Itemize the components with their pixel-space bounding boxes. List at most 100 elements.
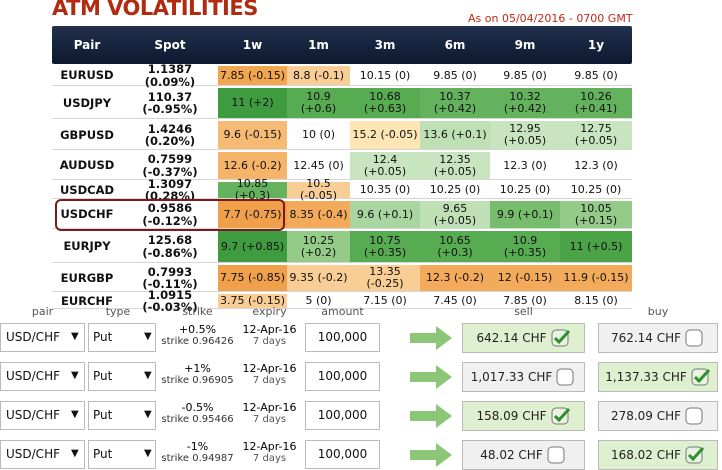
column-header: Pair (73, 37, 101, 52)
vol-cell: 12.6 (-0.2) (218, 152, 287, 180)
vol-cell: 11.9 (-0.15) (560, 265, 632, 292)
sell-price-button[interactable]: 48.02 CHF (462, 440, 585, 470)
vol-cell: 9.85 (0) (490, 66, 560, 86)
checkbox-checked[interactable] (685, 446, 705, 464)
vol-cell: 13.35 (-0.25) (350, 265, 420, 292)
table-header-bar (52, 26, 632, 64)
vol-cell: 7.85 (0) (490, 294, 560, 309)
dropdown-arrow: ▼ (144, 331, 152, 342)
vol-cell: 10.05 (+0.15) (560, 201, 632, 229)
type-value: Put (93, 369, 113, 383)
amount-input[interactable]: 100,000 (305, 401, 380, 430)
vol-cell: 11 (+0.5) (560, 231, 632, 263)
buy-price-button[interactable]: 168.02 CHF (598, 440, 718, 470)
pair-select[interactable]: USD/CHF ▼ (0, 362, 85, 391)
vol-cell: 15.2 (-0.05) (350, 121, 420, 150)
pair-cell: USDCAD (52, 182, 122, 199)
pair-cell: EURJPY (52, 231, 122, 263)
checkbox-checked[interactable] (551, 407, 571, 425)
pair-value: USD/CHF (6, 408, 60, 422)
strike-offset: -0.5% (181, 401, 214, 414)
vol-cell: 10.9 (+0.35) (490, 231, 560, 263)
checkbox[interactable] (547, 446, 567, 464)
spot-cell: 125.68 (-0.86%) (122, 231, 218, 263)
vol-cell: 11 (+2) (218, 88, 287, 119)
amount-input[interactable]: 100,000 (305, 440, 380, 469)
vol-cell: 9.65 (+0.05) (420, 201, 490, 229)
checkbox[interactable] (685, 329, 705, 347)
vol-cell: 10.26 (+0.41) (560, 88, 632, 119)
vol-cell: 10 (0) (287, 121, 350, 150)
vol-cell: 10.68 (+0.63) (350, 88, 420, 119)
buy-price-button[interactable]: 1,137.33 CHF (598, 362, 718, 392)
pair-cell: EURUSD (52, 66, 122, 86)
vol-cell: 9.85 (0) (420, 66, 490, 86)
type-select[interactable]: Put ▼ (88, 362, 156, 391)
vol-cell: 10.75 (+0.35) (350, 231, 420, 263)
pair-value: USD/CHF (6, 369, 60, 383)
type-select[interactable]: Put ▼ (88, 323, 156, 352)
spot-cell: 1.1387 (0.09%) (122, 63, 218, 88)
spot-cell: 1.4246 (0.20%) (122, 121, 218, 150)
spot-cell: 0.7599 (-0.37%) (122, 152, 218, 180)
vol-cell: 10.9 (+0.6) (287, 88, 350, 119)
pair-select[interactable]: USD/CHF ▼ (0, 440, 85, 469)
strike-offset: -1% (186, 440, 209, 453)
buy-price-button[interactable]: 762.14 CHF (598, 323, 718, 353)
checkbox[interactable] (685, 407, 705, 425)
vol-cell: 10.35 (0) (350, 182, 420, 199)
form-column-header: sell (514, 305, 533, 318)
vol-cell: 5 (0) (287, 294, 350, 309)
spot-cell: 1.3097 (0.28%) (122, 178, 218, 202)
vol-cell: 10.32 (+0.42) (490, 88, 560, 119)
amount-input[interactable]: 100,000 (305, 362, 380, 391)
vol-cell: 10.25 (0) (560, 182, 632, 199)
buy-price-button[interactable]: 278.09 CHF (598, 401, 718, 431)
vol-cell: 9.9 (+0.1) (490, 201, 560, 229)
checkbox[interactable] (556, 368, 576, 386)
column-header: 9m (514, 37, 536, 52)
checkbox-checked[interactable] (691, 368, 711, 386)
pair-select[interactable]: USD/CHF ▼ (0, 323, 85, 352)
strike-rate: strike 0.94987 (161, 453, 234, 464)
vol-cell: 9.85 (0) (560, 66, 632, 86)
vol-cell: 7.15 (0) (350, 294, 420, 309)
dropdown-arrow: ▼ (144, 370, 152, 381)
vol-cell: 9.6 (+0.1) (350, 201, 420, 229)
sell-price: 642.14 CHF (476, 330, 547, 345)
strike-rate: strike 0.96905 (161, 375, 234, 386)
arrow-icon (410, 365, 452, 389)
type-select[interactable]: Put ▼ (88, 401, 156, 430)
vol-cell: 8.35 (-0.4) (287, 201, 350, 229)
pair-cell: EURGBP (52, 265, 122, 292)
vol-cell: 10.85 (+0.3) (218, 178, 287, 201)
tenor: 7 days (252, 453, 287, 464)
vol-cell: 12.45 (0) (287, 152, 350, 180)
form-column-header: pair (31, 305, 54, 318)
vol-cell: 9.35 (-0.2) (287, 265, 350, 292)
sell-price-button[interactable]: 642.14 CHF (462, 323, 585, 353)
arrow-icon (410, 326, 452, 350)
buy-price: 1,137.33 CHF (605, 369, 687, 384)
sell-price-button[interactable]: 158.09 CHF (462, 401, 585, 431)
type-select[interactable]: Put ▼ (88, 440, 156, 469)
checkbox-checked[interactable] (551, 329, 571, 347)
sell-price: 1,017.33 CHF (470, 369, 553, 384)
spot-cell: 0.7993 (-0.11%) (122, 265, 218, 292)
vol-cell: 12 (-0.15) (490, 265, 560, 292)
column-header: 3m (374, 37, 396, 52)
vol-cell: 10.65 (+0.3) (420, 231, 490, 263)
column-header: 1w (242, 37, 263, 52)
selected-row-outline (55, 199, 285, 231)
pair-value: USD/CHF (6, 330, 60, 344)
form-column-header: strike (182, 305, 213, 318)
sell-price-button[interactable]: 1,017.33 CHF (462, 362, 585, 392)
amount-input[interactable]: 100,000 (305, 323, 380, 352)
vol-cell: 10.37 (+0.42) (420, 88, 490, 119)
pair-select[interactable]: USD/CHF ▼ (0, 401, 85, 430)
vol-cell: 12.3 (0) (490, 152, 560, 180)
vol-cell: 12.3 (-0.2) (420, 265, 490, 292)
type-value: Put (93, 447, 113, 461)
dropdown-arrow: ▼ (71, 331, 79, 342)
